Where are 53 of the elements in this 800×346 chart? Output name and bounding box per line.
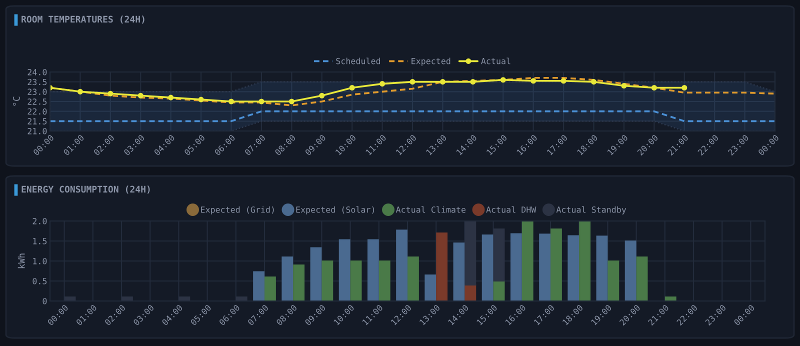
- legend-label: Actual DHW: [486, 206, 536, 213]
- y-tick-label: 2.0: [32, 218, 47, 224]
- chart-title: ENERGY CONSUMPTION (24H): [22, 186, 150, 194]
- bar: [436, 232, 448, 301]
- bar: [264, 276, 276, 301]
- bar: [293, 264, 305, 301]
- legend-label: Expected (Grid): [201, 206, 274, 214]
- legend-label: Actual Standby: [556, 206, 626, 214]
- bar: [408, 256, 419, 301]
- legend-label: Expected: [412, 58, 450, 66]
- y-tick-label: 21.0: [28, 128, 47, 134]
- bar: [453, 242, 465, 301]
- legend-label: Scheduled: [336, 58, 380, 64]
- bar: [550, 228, 562, 301]
- bar: [322, 260, 334, 301]
- bar: [539, 234, 550, 301]
- bar: [282, 256, 294, 301]
- y-tick-label: 22.0: [28, 108, 47, 115]
- bar: [396, 230, 408, 301]
- y-tick-label: 24.0: [28, 69, 47, 76]
- y-tick-label: 22.5: [28, 98, 47, 105]
- bar: [493, 280, 505, 301]
- y-tick-label: 23.0: [28, 88, 47, 95]
- y-tick-label: 0: [42, 298, 47, 304]
- y-axis-title: °C: [13, 96, 20, 106]
- bar: [568, 235, 580, 301]
- bar: [579, 221, 591, 301]
- bar: [367, 239, 379, 301]
- legend-label: Actual: [481, 58, 510, 64]
- bar: [664, 296, 676, 301]
- y-tick-label: 1.0: [33, 258, 47, 264]
- bar: [338, 239, 350, 301]
- bar: [464, 284, 476, 301]
- y-tick-label: 23.5: [28, 78, 47, 86]
- bar: [608, 260, 620, 301]
- bar: [350, 260, 362, 301]
- bar: [310, 247, 322, 301]
- bar: [624, 240, 636, 301]
- bar: [378, 260, 390, 301]
- legend-label: Expected (Solar): [296, 206, 374, 214]
- y-tick-label: 1.5: [33, 238, 47, 244]
- bar: [482, 234, 494, 301]
- bar: [636, 256, 648, 301]
- chart-title: ROOM TEMPERATURES (24H): [22, 16, 144, 24]
- bar: [510, 233, 522, 301]
- bar: [424, 274, 436, 301]
- y-axis-title: kWh: [18, 254, 25, 268]
- bar: [596, 236, 608, 301]
- legend-label: Actual Climate: [396, 206, 466, 213]
- y-tick-label: 21.5: [28, 118, 47, 124]
- bar: [522, 221, 534, 301]
- y-tick-label: 0.5: [32, 278, 47, 284]
- bar: [253, 271, 264, 301]
